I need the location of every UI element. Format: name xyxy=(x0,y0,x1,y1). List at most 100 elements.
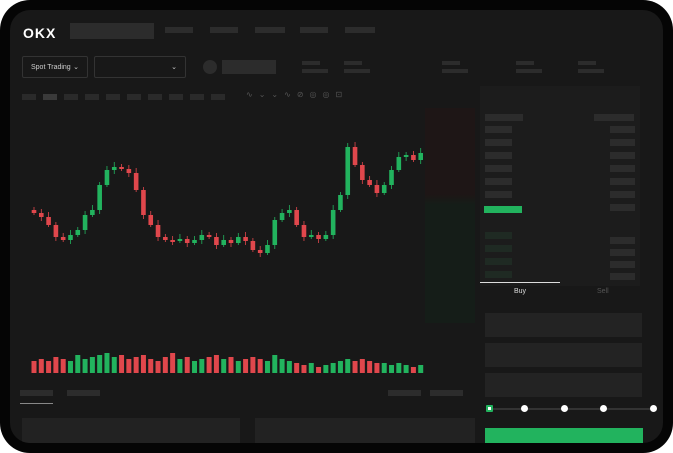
candle xyxy=(338,195,343,210)
timeframe-button[interactable] xyxy=(148,94,162,100)
coin-icon xyxy=(203,60,217,74)
timeframe-button[interactable] xyxy=(211,94,225,100)
amount-input[interactable] xyxy=(485,343,642,367)
trade-tabs: Buy Sell xyxy=(480,282,643,302)
candle xyxy=(250,241,256,250)
candle xyxy=(184,239,190,243)
candle xyxy=(345,147,351,195)
candle xyxy=(352,147,358,165)
nav-item[interactable] xyxy=(165,27,193,33)
timeframe-button[interactable] xyxy=(169,94,183,100)
candle xyxy=(170,240,175,242)
slider-stop[interactable] xyxy=(650,405,657,412)
timeframe-button[interactable] xyxy=(43,94,57,100)
price-input[interactable] xyxy=(485,313,642,337)
candle xyxy=(133,173,139,190)
timeframe-button[interactable] xyxy=(64,94,78,100)
bid-price xyxy=(485,232,512,239)
candle xyxy=(163,237,168,240)
okx-logo: OKX xyxy=(23,25,57,41)
ask-price xyxy=(485,178,512,185)
tab-history[interactable] xyxy=(67,390,100,396)
candle xyxy=(38,213,44,217)
volume-bar xyxy=(104,353,110,373)
candle xyxy=(141,190,146,215)
nav-item[interactable] xyxy=(255,27,285,33)
timeframe-button[interactable] xyxy=(85,94,99,100)
pair-price xyxy=(222,60,276,74)
ask-amount xyxy=(610,152,635,159)
candle xyxy=(119,167,124,169)
active-tab-indicator xyxy=(20,403,53,404)
volume-bar xyxy=(162,357,168,373)
candle xyxy=(272,220,278,245)
slider-handle[interactable] xyxy=(486,405,493,412)
ask-amount xyxy=(610,139,635,146)
timeframe-button[interactable] xyxy=(22,94,36,100)
slider-stop[interactable] xyxy=(561,405,568,412)
candle xyxy=(214,237,219,245)
market-type-select[interactable]: Spot Trading ⌄ xyxy=(22,56,88,78)
volume-bar xyxy=(323,365,329,373)
volume-bar xyxy=(286,361,292,373)
candle xyxy=(155,225,161,237)
candle xyxy=(31,210,37,213)
bid-price xyxy=(485,245,512,252)
volume-bar xyxy=(301,365,307,373)
stat-value xyxy=(442,69,468,73)
volume-bar xyxy=(111,357,117,373)
timeframe-button[interactable] xyxy=(106,94,120,100)
total-input[interactable] xyxy=(485,373,642,397)
header-price xyxy=(485,114,523,121)
volume-bar xyxy=(133,357,139,373)
candle xyxy=(381,185,387,193)
filter-button[interactable] xyxy=(430,390,463,396)
timeframe-button[interactable] xyxy=(190,94,204,100)
tab-buy[interactable]: Buy xyxy=(514,288,527,295)
candle xyxy=(403,155,409,157)
nav-item[interactable] xyxy=(345,27,375,33)
volume-bar xyxy=(213,355,219,373)
candlestick-chart[interactable] xyxy=(20,108,425,378)
volume-bar xyxy=(272,355,278,373)
candle xyxy=(46,217,51,225)
header-amount xyxy=(594,114,634,121)
tab-open-orders[interactable] xyxy=(20,390,53,396)
drawing-tools[interactable]: ∿⌄⌄∿⊘◎◎⊡ xyxy=(246,90,349,99)
volume-bar xyxy=(140,355,146,373)
volume-bar xyxy=(367,361,373,373)
pair-select[interactable]: ⌄ xyxy=(94,56,186,78)
volume-bar xyxy=(184,357,190,373)
volume-bar xyxy=(410,367,416,373)
slider-stop[interactable] xyxy=(521,405,528,412)
buy-button[interactable] xyxy=(485,428,643,443)
volume-bar xyxy=(53,357,59,373)
amount-slider[interactable] xyxy=(486,405,657,412)
volume-bar xyxy=(126,359,132,373)
bid-amount xyxy=(610,237,635,244)
stat-label xyxy=(578,61,596,65)
stat-label xyxy=(344,61,362,65)
candle xyxy=(177,239,183,241)
nav-item[interactable] xyxy=(300,27,328,33)
volume-bar xyxy=(119,355,125,373)
volume-bar xyxy=(177,359,183,373)
order-book xyxy=(480,86,640,286)
volume-bar xyxy=(199,359,205,373)
volume-bar xyxy=(148,359,154,373)
filter-button[interactable] xyxy=(388,390,421,396)
search-bar[interactable] xyxy=(70,23,154,39)
slider-stop[interactable] xyxy=(600,405,607,412)
volume-bar xyxy=(345,359,351,373)
last-price xyxy=(484,206,522,213)
ask-amount xyxy=(610,191,635,198)
candle xyxy=(206,235,212,237)
nav-item[interactable] xyxy=(210,27,238,33)
depth-chart xyxy=(425,108,475,323)
timeframe-button[interactable] xyxy=(127,94,141,100)
volume-bar xyxy=(257,359,263,373)
tab-sell[interactable]: Sell xyxy=(597,288,609,295)
panel xyxy=(255,418,475,443)
volume-bar xyxy=(75,355,81,373)
ask-price xyxy=(485,126,512,133)
